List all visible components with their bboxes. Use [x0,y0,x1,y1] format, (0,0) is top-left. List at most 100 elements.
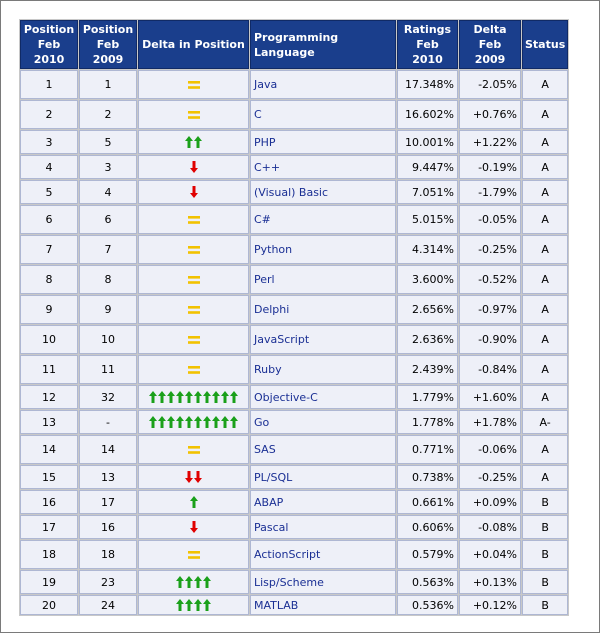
language-link[interactable]: Go [250,410,396,434]
language-link[interactable]: Java [250,70,396,99]
equal-icon [187,305,200,314]
position-feb-2010-cell: 17 [20,515,78,539]
delta-indicator [142,496,245,508]
ratings-cell: 0.661% [397,490,458,514]
position-feb-2009-cell: 32 [79,385,137,409]
delta-indicator [142,335,245,344]
language-link[interactable]: ActionScript [250,540,396,569]
arrow-up-icon [185,416,193,428]
ratings-cell: 4.314% [397,235,458,264]
delta-indicator [142,416,245,428]
arrow-up-icon [230,391,238,403]
status-cell: A [522,155,569,179]
header-status[interactable]: Status [522,20,569,69]
table-row: 4 3 C++ 9.447% -0.19% A [20,155,569,179]
header-ratings-feb-2010[interactable]: Ratings Feb 2010 [397,20,458,69]
delta-ratings-cell: -0.25% [459,465,521,489]
position-feb-2010-cell: 13 [20,410,78,434]
status-cell: A [522,265,569,294]
arrow-up-icon [167,391,175,403]
delta-indicator [142,445,245,454]
language-link[interactable]: C [250,100,396,129]
equal-icon [187,245,200,254]
ratings-cell: 17.348% [397,70,458,99]
position-feb-2010-cell: 1 [20,70,78,99]
language-link[interactable]: MATLAB [250,595,396,615]
table-row: 17 16 Pascal 0.606% -0.08% B [20,515,569,539]
delta-position-cell [138,180,249,204]
table-row: 20 24 MATLAB 0.536% +0.12% B [20,595,569,615]
language-link[interactable]: Pascal [250,515,396,539]
delta-position-cell [138,515,249,539]
status-cell: A [522,465,569,489]
header-delta-in-position[interactable]: Delta in Position [138,20,249,69]
language-link[interactable]: (Visual) Basic [250,180,396,204]
header-position-feb-2009[interactable]: Position Feb 2009 [79,20,137,69]
language-link[interactable]: PL/SQL [250,465,396,489]
delta-indicator [142,576,245,588]
header-delta-feb-2009[interactable]: Delta Feb 2009 [459,20,521,69]
position-feb-2010-cell: 18 [20,540,78,569]
position-feb-2010-cell: 5 [20,180,78,204]
arrow-up-icon [194,599,202,611]
delta-indicator [142,521,245,533]
delta-indicator [142,80,245,89]
equal-icon [187,335,200,344]
tiobe-index-table: Position Feb 2010 Position Feb 2009 Delt… [19,19,570,616]
position-feb-2009-cell: 14 [79,435,137,464]
delta-position-cell [138,130,249,154]
header-programming-language[interactable]: Programming Language [250,20,396,69]
language-link[interactable]: ABAP [250,490,396,514]
position-feb-2009-cell: 4 [79,180,137,204]
arrow-up-icon [176,391,184,403]
table-row: 1 1 Java 17.348% -2.05% A [20,70,569,99]
position-feb-2009-cell: - [79,410,137,434]
table-row: 7 7 Python 4.314% -0.25% A [20,235,569,264]
delta-indicator [142,275,245,284]
table-row: 14 14 SAS 0.771% -0.06% A [20,435,569,464]
language-link[interactable]: Perl [250,265,396,294]
language-link[interactable]: PHP [250,130,396,154]
arrow-up-icon [176,599,184,611]
arrow-up-icon [230,416,238,428]
language-link[interactable]: C++ [250,155,396,179]
arrow-up-icon [176,576,184,588]
language-link[interactable]: SAS [250,435,396,464]
delta-ratings-cell: -2.05% [459,70,521,99]
language-link[interactable]: JavaScript [250,325,396,354]
table-row: 8 8 Perl 3.600% -0.52% A [20,265,569,294]
arrow-up-icon [221,416,229,428]
position-feb-2010-cell: 11 [20,355,78,384]
delta-position-cell [138,205,249,234]
language-link[interactable]: Objective-C [250,385,396,409]
table-body: 1 1 Java 17.348% -2.05% A 2 2 C 16.602% +0.76% A 3 5 P… [20,70,569,615]
delta-ratings-cell: -0.19% [459,155,521,179]
position-feb-2009-cell: 16 [79,515,137,539]
equal-icon [187,110,200,119]
position-feb-2009-cell: 6 [79,205,137,234]
ratings-cell: 9.447% [397,155,458,179]
header-position-feb-2010[interactable]: Position Feb 2010 [20,20,78,69]
table-row: 3 5 PHP 10.001% +1.22% A [20,130,569,154]
language-link[interactable]: C# [250,205,396,234]
delta-position-cell [138,385,249,409]
table-row: 11 11 Ruby 2.439% -0.84% A [20,355,569,384]
status-cell: B [522,570,569,594]
language-link[interactable]: Python [250,235,396,264]
arrow-up-icon [203,416,211,428]
language-link[interactable]: Delphi [250,295,396,324]
delta-position-cell [138,70,249,99]
arrow-up-icon [185,391,193,403]
table-row: 2 2 C 16.602% +0.76% A [20,100,569,129]
arrow-up-icon [149,416,157,428]
ratings-cell: 0.771% [397,435,458,464]
status-cell: A [522,325,569,354]
language-link[interactable]: Ruby [250,355,396,384]
delta-ratings-cell: +0.04% [459,540,521,569]
position-feb-2010-cell: 15 [20,465,78,489]
delta-indicator [142,245,245,254]
ratings-cell: 16.602% [397,100,458,129]
table-row: 10 10 JavaScript 2.636% -0.90% A [20,325,569,354]
language-link[interactable]: Lisp/Scheme [250,570,396,594]
